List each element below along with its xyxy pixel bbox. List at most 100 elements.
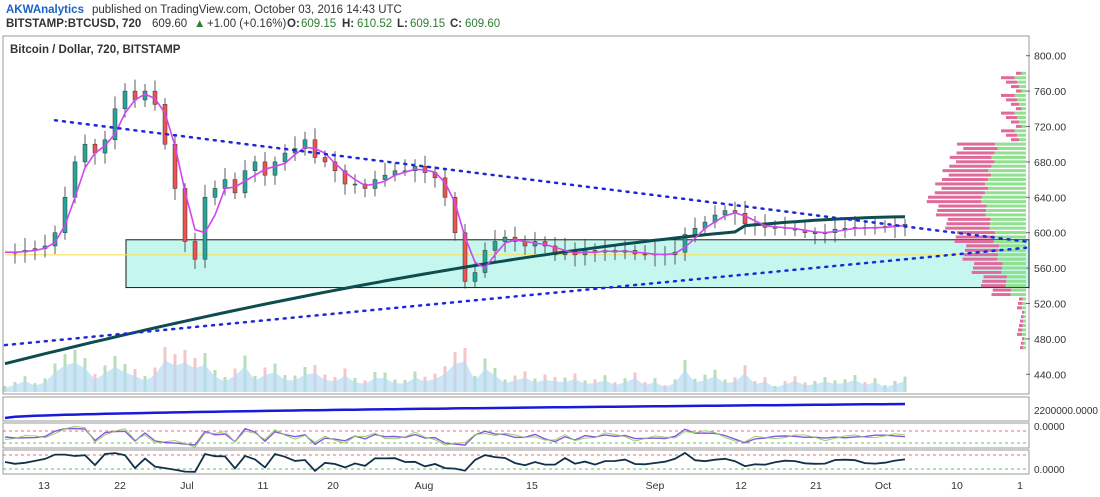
profile-bar-sell <box>956 151 995 155</box>
pane-title: Bitcoin / Dollar, 720, BITSTAMP <box>10 44 181 56</box>
profile-bar-buy <box>985 213 1026 217</box>
profile-bar-buy <box>1024 337 1026 341</box>
profile-bar-sell <box>935 182 986 186</box>
candle-body <box>272 161 278 176</box>
close-label: C: <box>450 18 462 30</box>
profile-bar-sell <box>1021 315 1024 319</box>
profile-bar-sell <box>1019 297 1023 301</box>
candle-body <box>112 108 118 141</box>
profile-bar-buy <box>991 173 1026 177</box>
slow-moving-average-line[interactable] <box>4 215 906 366</box>
candle-body <box>502 236 508 242</box>
rsi-axis-label: 0.0000 <box>1034 422 1065 433</box>
profile-bar-buy <box>981 200 1026 204</box>
time-tick-label: 11 <box>258 480 269 492</box>
profile-bar-buy <box>990 222 1026 226</box>
time-tick-label: 22 <box>114 480 126 492</box>
profile-bar-sell <box>1016 124 1022 128</box>
profile-bar-buy <box>1010 293 1026 297</box>
time-axis[interactable]: 13 22 Jul 11 20 Aug 15 Sep 12 21 Oct 10 1 <box>38 480 1023 492</box>
profile-bar-buy <box>1014 93 1026 97</box>
profile-bar-buy <box>1019 102 1026 106</box>
profile-bar-sell <box>946 222 991 226</box>
profile-bar-buy <box>999 244 1026 248</box>
rsi-signal-line[interactable] <box>4 425 906 448</box>
lower-trendline[interactable] <box>3 246 1028 347</box>
volume-profile <box>926 71 1026 350</box>
consolidation-zone[interactable] <box>125 239 1030 289</box>
stoch-line[interactable] <box>4 451 906 473</box>
open-label: O: <box>287 18 300 30</box>
candle-body <box>472 272 478 282</box>
profile-bar-sell <box>1001 76 1015 80</box>
profile-bar-buy <box>994 235 1026 239</box>
candle-body <box>162 104 168 145</box>
candle-body <box>552 245 558 256</box>
stoch-axis-label: 0.0000 <box>1034 465 1065 476</box>
profile-bar-sell <box>974 262 1003 266</box>
profile-bar-buy <box>1017 80 1026 84</box>
price-tick-label: 440.00 <box>1034 369 1066 381</box>
profile-bar-sell <box>1020 346 1024 350</box>
profile-bar-sell <box>1016 107 1022 111</box>
profile-bar-sell <box>937 208 987 212</box>
candle-body <box>212 188 218 198</box>
upper-trendline[interactable] <box>53 119 1028 243</box>
price-tick-label: 680.00 <box>1034 157 1066 169</box>
candle-body <box>302 139 308 149</box>
candle-body <box>642 253 648 256</box>
profile-bar-buy <box>1014 111 1026 115</box>
profile-bar-buy <box>988 178 1026 181</box>
candle-body <box>282 152 288 163</box>
change-text: +1.00 (+0.16%) <box>207 18 286 30</box>
profile-bar-sell <box>954 239 994 243</box>
profile-bar-buy <box>981 195 1026 199</box>
profile-bar-buy <box>994 151 1026 155</box>
candle-body <box>122 90 128 110</box>
price-axis[interactable]: 800.00 760.00 720.00 680.00 640.00 600.00 560.… <box>1026 51 1066 382</box>
profile-bar-buy <box>985 182 1026 186</box>
candle-body <box>222 179 228 189</box>
main-pane-border <box>2 35 1030 395</box>
profile-bar-buy <box>997 147 1026 151</box>
publisher-name[interactable]: AKWAnalytics <box>6 4 84 16</box>
profile-bar-sell <box>1011 138 1020 142</box>
header-bar <box>0 0 1100 32</box>
candle-body <box>352 183 358 186</box>
profile-bar-buy <box>1021 306 1026 310</box>
fast-moving-average-line[interactable] <box>5 93 906 270</box>
low-label: L: <box>397 18 408 30</box>
profile-bar-sell <box>957 231 995 235</box>
profile-bar-buy <box>1017 98 1026 102</box>
rsi-line[interactable] <box>4 427 906 446</box>
profile-bar-sell <box>1011 102 1020 106</box>
profile-bar-buy <box>1006 279 1026 283</box>
time-tick-label: Jul <box>180 480 193 492</box>
profile-bar-buy <box>1023 315 1026 319</box>
profile-bar-sell <box>1006 98 1017 102</box>
profile-bar-buy <box>994 142 1026 146</box>
profile-bar-buy <box>987 186 1026 190</box>
profile-bar-sell <box>965 248 999 252</box>
time-tick-label: Sep <box>646 480 665 492</box>
profile-bar-sell <box>982 279 1007 283</box>
high-value: 610.52 <box>357 18 392 30</box>
obv-axis-label: 2200000.0000 <box>1034 406 1098 417</box>
candle-body <box>202 197 208 260</box>
profile-bar-buy <box>1011 288 1026 292</box>
profile-bar-buy <box>990 217 1026 221</box>
obv-line[interactable] <box>4 402 906 420</box>
profile-bar-sell <box>942 178 989 181</box>
profile-bar-buy <box>1021 71 1026 75</box>
profile-bar-sell <box>957 142 995 146</box>
price-tick-label: 760.00 <box>1034 86 1066 98</box>
profile-bar-buy <box>1021 107 1026 111</box>
profile-bar-sell <box>949 155 992 159</box>
profile-bar-buy <box>1022 324 1026 328</box>
profile-bar-sell <box>973 266 1003 270</box>
profile-bar-buy <box>1014 129 1026 133</box>
profile-bar-sell <box>1001 111 1015 115</box>
profile-bar-sell <box>1011 120 1020 124</box>
price-tick-label: 480.00 <box>1034 334 1066 346</box>
